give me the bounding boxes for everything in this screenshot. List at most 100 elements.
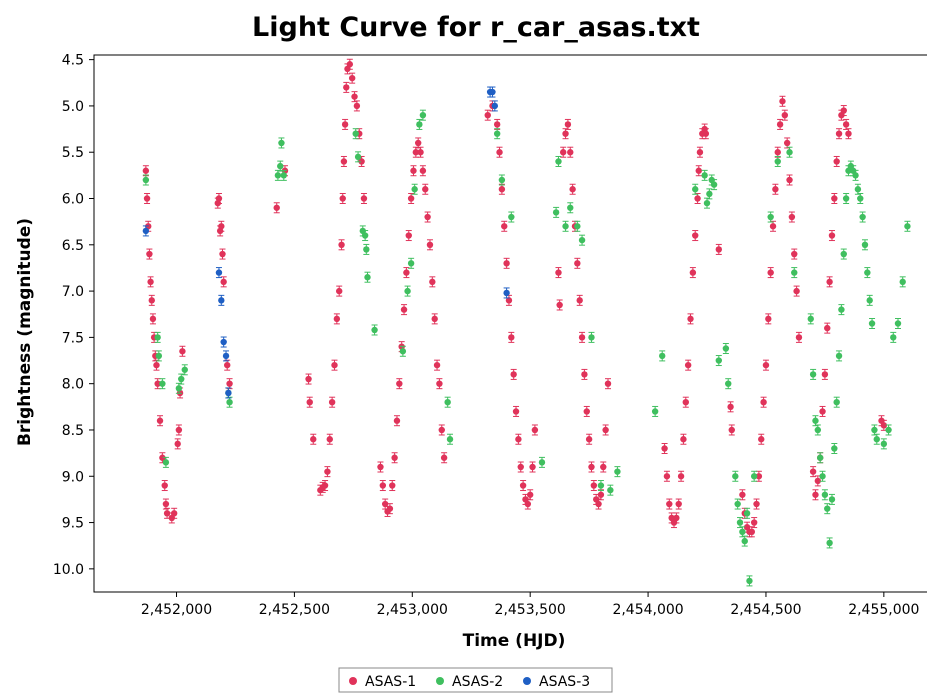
data-point bbox=[149, 315, 157, 323]
data-point bbox=[859, 213, 866, 221]
x-tick-label: 2,452,500 bbox=[259, 602, 330, 618]
data-point bbox=[426, 241, 434, 249]
data-point bbox=[218, 223, 225, 230]
y-axis-label: Brightness (magnitude) bbox=[15, 218, 35, 446]
data-point bbox=[673, 514, 680, 522]
data-point bbox=[526, 491, 534, 498]
data-point bbox=[399, 348, 407, 355]
data-point bbox=[689, 269, 697, 276]
data-point bbox=[156, 417, 164, 424]
data-point bbox=[838, 306, 845, 313]
data-point bbox=[821, 371, 829, 378]
data-point bbox=[614, 468, 621, 475]
data-point bbox=[438, 426, 445, 434]
data-point bbox=[446, 436, 454, 443]
data-point bbox=[440, 454, 448, 461]
data-point bbox=[904, 223, 911, 230]
data-point bbox=[835, 130, 843, 137]
data-point bbox=[814, 477, 822, 485]
data-point bbox=[559, 149, 567, 156]
data-point bbox=[743, 510, 751, 517]
y-tick-label: 7.0 bbox=[62, 284, 84, 300]
data-point bbox=[597, 491, 605, 498]
data-point bbox=[567, 204, 574, 211]
data-point bbox=[666, 500, 673, 508]
data-point bbox=[515, 436, 522, 443]
data-point bbox=[353, 102, 361, 110]
y-tick-label: 10.0 bbox=[53, 562, 84, 578]
plot-area-frame bbox=[93, 54, 927, 593]
data-point bbox=[788, 213, 796, 221]
series-asas-2 bbox=[142, 109, 911, 587]
data-point bbox=[702, 130, 710, 137]
data-point bbox=[807, 315, 814, 323]
data-point bbox=[310, 436, 317, 443]
data-point bbox=[677, 473, 685, 480]
y-axis: 4.5 5.0 5.5 6.0 6.5 7.0 7.5 8.0 8.5 9.0 9.5 10.0 bbox=[53, 53, 94, 578]
data-point bbox=[331, 361, 338, 369]
data-point bbox=[776, 121, 784, 128]
data-point bbox=[692, 232, 699, 239]
y-tick-label: 7.5 bbox=[62, 330, 84, 346]
x-tick-label: 2,452,000 bbox=[141, 602, 212, 618]
y-tick-label: 5.0 bbox=[62, 99, 84, 115]
legend-label: ASAS-3 bbox=[539, 674, 590, 690]
data-point bbox=[833, 158, 840, 165]
data-point bbox=[431, 315, 438, 323]
data-point bbox=[604, 380, 612, 387]
y-tick-label: 9.0 bbox=[62, 469, 84, 485]
data-point bbox=[411, 186, 418, 193]
data-point bbox=[840, 250, 847, 258]
data-point bbox=[498, 186, 506, 193]
data-point bbox=[842, 121, 850, 128]
data-point bbox=[338, 241, 345, 249]
data-point bbox=[159, 454, 166, 461]
data-point bbox=[305, 375, 312, 383]
data-point bbox=[774, 158, 781, 165]
data-point bbox=[412, 149, 420, 156]
data-point bbox=[379, 482, 387, 489]
data-point bbox=[484, 111, 491, 119]
data-point bbox=[143, 195, 151, 202]
data-point bbox=[562, 223, 569, 230]
data-point bbox=[602, 426, 609, 434]
data-point bbox=[722, 345, 730, 352]
data-point bbox=[871, 426, 878, 434]
data-point bbox=[574, 223, 581, 230]
data-point bbox=[154, 334, 161, 341]
data-point bbox=[354, 153, 362, 161]
data-point bbox=[585, 436, 593, 443]
data-point bbox=[772, 186, 779, 193]
data-point bbox=[760, 398, 767, 406]
data-point bbox=[750, 519, 758, 526]
data-point bbox=[391, 454, 398, 461]
x-tick-label: 2,454,000 bbox=[612, 602, 683, 618]
data-point bbox=[578, 334, 586, 341]
data-point bbox=[812, 491, 819, 498]
y-tick-label: 9.5 bbox=[62, 516, 84, 532]
data-point bbox=[274, 172, 282, 179]
data-point bbox=[162, 459, 170, 466]
data-point bbox=[831, 445, 838, 452]
data-point bbox=[215, 269, 223, 276]
data-point bbox=[706, 190, 713, 198]
y-tick-label: 5.5 bbox=[62, 145, 84, 161]
data-point bbox=[273, 204, 280, 211]
data-point bbox=[824, 505, 831, 512]
data-point bbox=[774, 149, 781, 156]
data-point bbox=[400, 306, 408, 313]
data-point bbox=[306, 398, 313, 406]
data-point bbox=[727, 403, 734, 411]
series-asas-1 bbox=[142, 58, 888, 538]
data-point bbox=[753, 500, 760, 508]
data-point bbox=[663, 473, 671, 480]
data-point bbox=[324, 468, 331, 475]
data-point bbox=[715, 246, 723, 253]
data-point bbox=[361, 232, 369, 239]
data-point bbox=[508, 213, 515, 221]
data-point bbox=[819, 408, 826, 415]
x-axis: 2,452,000 2,452,500 2,453,000 2,453,500 2,45… bbox=[141, 592, 919, 618]
data-point bbox=[175, 426, 183, 434]
data-point bbox=[741, 537, 748, 545]
data-point bbox=[812, 417, 819, 424]
